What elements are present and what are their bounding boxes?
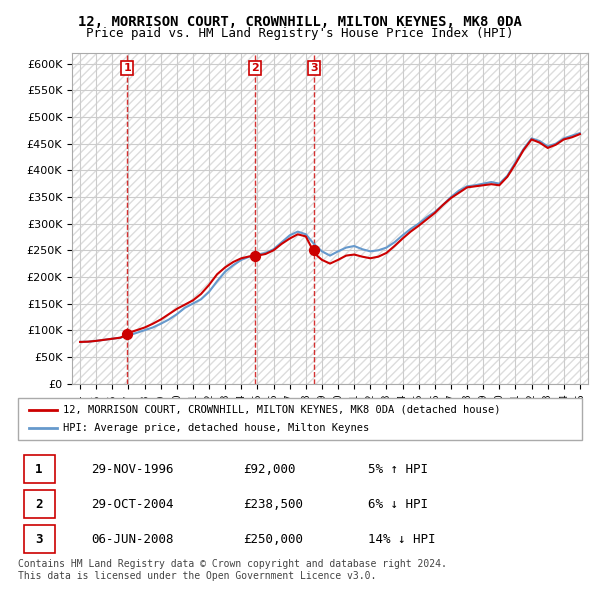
Text: 1: 1 <box>35 463 43 476</box>
Text: 14% ↓ HPI: 14% ↓ HPI <box>368 533 435 546</box>
Text: 3: 3 <box>35 533 43 546</box>
FancyBboxPatch shape <box>23 525 55 553</box>
Text: This data is licensed under the Open Government Licence v3.0.: This data is licensed under the Open Gov… <box>18 571 376 581</box>
Text: 06-JUN-2008: 06-JUN-2008 <box>91 533 174 546</box>
Text: Contains HM Land Registry data © Crown copyright and database right 2024.: Contains HM Land Registry data © Crown c… <box>18 559 447 569</box>
Point <box>122 330 132 339</box>
FancyBboxPatch shape <box>23 455 55 483</box>
Text: 3: 3 <box>310 63 317 73</box>
Text: 2: 2 <box>35 497 43 510</box>
Point <box>309 245 319 255</box>
Text: 12, MORRISON COURT, CROWNHILL, MILTON KEYNES, MK8 0DA (detached house): 12, MORRISON COURT, CROWNHILL, MILTON KE… <box>63 405 500 415</box>
Text: HPI: Average price, detached house, Milton Keynes: HPI: Average price, detached house, Milt… <box>63 423 370 433</box>
FancyBboxPatch shape <box>18 398 582 440</box>
Text: £238,500: £238,500 <box>244 497 304 510</box>
Text: 5% ↑ HPI: 5% ↑ HPI <box>368 463 428 476</box>
Point <box>250 252 260 261</box>
Text: 29-OCT-2004: 29-OCT-2004 <box>91 497 174 510</box>
Text: 12, MORRISON COURT, CROWNHILL, MILTON KEYNES, MK8 0DA: 12, MORRISON COURT, CROWNHILL, MILTON KE… <box>78 15 522 29</box>
Text: 1: 1 <box>123 63 131 73</box>
Text: 6% ↓ HPI: 6% ↓ HPI <box>368 497 428 510</box>
Text: £92,000: £92,000 <box>244 463 296 476</box>
Text: 29-NOV-1996: 29-NOV-1996 <box>91 463 174 476</box>
Text: £250,000: £250,000 <box>244 533 304 546</box>
Text: 2: 2 <box>251 63 259 73</box>
FancyBboxPatch shape <box>23 490 55 518</box>
Text: Price paid vs. HM Land Registry's House Price Index (HPI): Price paid vs. HM Land Registry's House … <box>86 27 514 40</box>
